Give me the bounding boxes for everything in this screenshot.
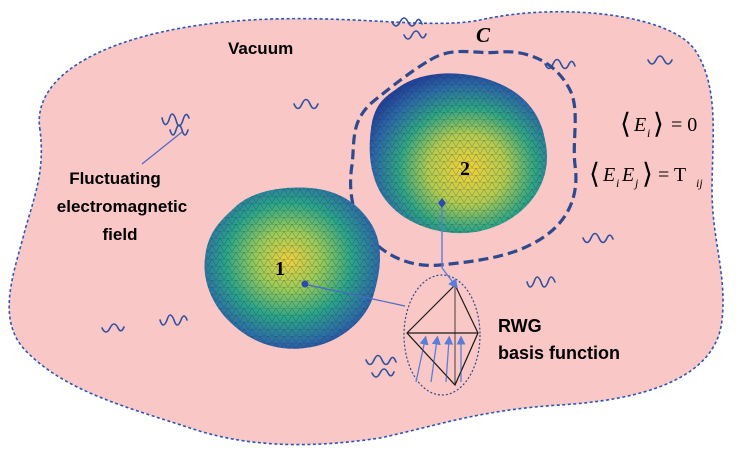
contour-c xyxy=(348,49,578,268)
svg-text:= T: = T xyxy=(658,164,686,186)
body-1-number: 1 xyxy=(275,258,285,280)
equation-mean-field: ⟨ E i ⟩ = 0 xyxy=(620,109,697,140)
body-2-number: 2 xyxy=(460,158,470,180)
vacuum-label: Vacuum xyxy=(228,39,293,58)
svg-text:⟨: ⟨ xyxy=(589,159,600,190)
svg-text:⟩: ⟩ xyxy=(642,159,653,190)
svg-text:⟨: ⟨ xyxy=(620,109,631,140)
svg-text:E: E xyxy=(602,164,615,186)
svg-text:⟩: ⟩ xyxy=(653,109,664,140)
contour-label: C xyxy=(476,23,491,47)
field-label-line1: Fluctuating xyxy=(69,169,161,188)
field-leader-line xyxy=(141,131,183,165)
wave-squiggle xyxy=(159,314,188,326)
rwg-leader-line xyxy=(307,284,406,307)
wave-squiggle xyxy=(101,323,125,333)
rwg-label-line1: RWG xyxy=(498,316,542,336)
particle-body-1 xyxy=(204,187,380,349)
field-label-line3: field xyxy=(103,225,138,244)
wave-squiggle xyxy=(526,276,556,288)
rwg-label-line2: basis function xyxy=(498,343,620,363)
wave-squiggle xyxy=(647,55,673,65)
field-label-line2: electromagnetic xyxy=(57,197,187,216)
equation-correlation: ⟨ E i E j ⟩ = T ij xyxy=(589,159,703,190)
svg-text:i: i xyxy=(616,176,619,190)
svg-text:= 0: = 0 xyxy=(671,114,697,136)
wave-squiggle xyxy=(169,124,189,136)
svg-text:i: i xyxy=(647,126,650,140)
wave-squiggle xyxy=(365,354,397,366)
wave-squiggle xyxy=(582,232,614,244)
particle-body-2 xyxy=(369,73,548,234)
svg-text:ij: ij xyxy=(696,176,703,190)
wave-squiggle xyxy=(161,113,190,127)
rwg-basis-function xyxy=(403,267,481,396)
wave-squiggle xyxy=(293,98,319,110)
wave-squiggle xyxy=(403,30,427,40)
svg-text:E: E xyxy=(633,114,646,136)
svg-text:E: E xyxy=(621,164,634,186)
wave-squiggle xyxy=(371,368,395,378)
wave-squiggle xyxy=(391,17,423,27)
svg-text:j: j xyxy=(633,176,639,190)
